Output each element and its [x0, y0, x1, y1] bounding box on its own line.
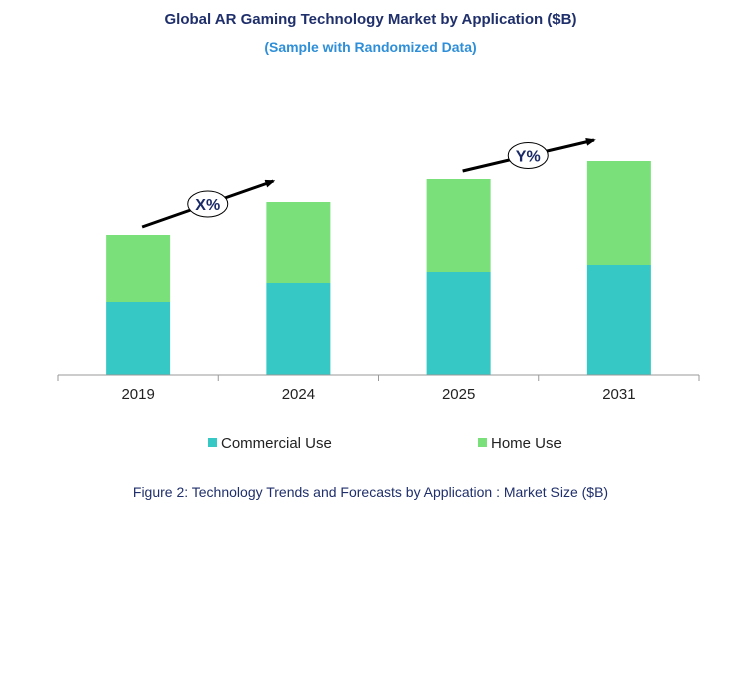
x-tick-label: 2019 [121, 386, 154, 403]
x-tick-label: 2025 [442, 386, 475, 403]
legend-swatch-home-use [478, 438, 487, 447]
bar-home-use-2031 [586, 161, 651, 265]
growth-label: Y% [516, 149, 541, 166]
chart-title: Global AR Gaming Technology Market by Ap… [164, 11, 577, 28]
growth-label-bubble [507, 142, 549, 169]
legend-label-home-use: Home Use [491, 435, 562, 452]
x-tick-label: 2024 [282, 386, 315, 403]
bar-home-use-2025 [426, 179, 491, 272]
bar-home-use-2024 [266, 202, 331, 283]
chart-plot: 2019 2024 2025 2031 X% Y% Commercial Use Home… [57, 137, 700, 452]
bar-home-use-2019 [106, 235, 171, 302]
bars-layer [106, 161, 651, 375]
x-axis-ticks: 2019 2024 2025 2031 [57, 375, 700, 403]
bar-commercial-use-2031 [586, 265, 651, 375]
figure-caption: Figure 2: Technology Trends and Forecast… [132, 484, 609, 500]
x-tick-label: 2031 [602, 386, 635, 403]
bar-commercial-use-2019 [106, 302, 171, 375]
legend-swatch-commercial-use [208, 438, 217, 447]
legend: Commercial Use Home Use [208, 435, 562, 452]
growth-label-bubble [187, 190, 229, 218]
chart-subtitle: (Sample with Randomized Data) [264, 39, 477, 55]
growth-annotations: X% Y% [141, 137, 596, 229]
growth-label: X% [195, 197, 220, 214]
bar-commercial-use-2025 [426, 272, 491, 375]
bar-commercial-use-2024 [266, 283, 331, 375]
legend-label-commercial-use: Commercial Use [221, 435, 332, 452]
